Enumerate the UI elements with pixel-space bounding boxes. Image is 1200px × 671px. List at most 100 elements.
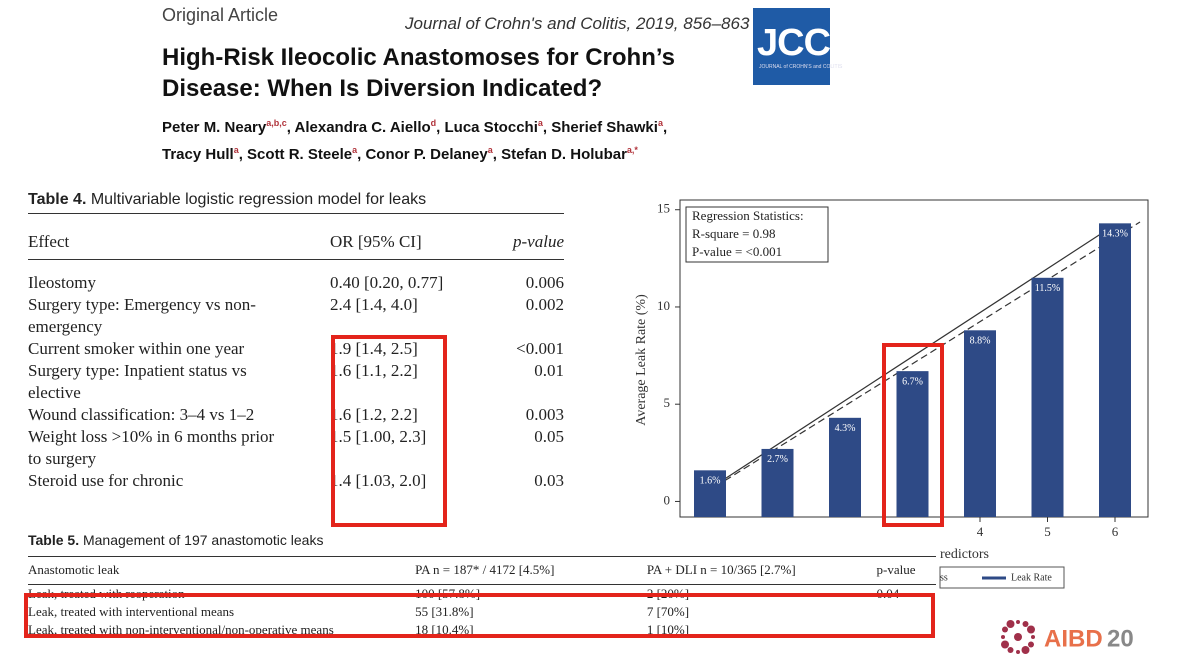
column-header: p-value	[498, 225, 564, 260]
cell: 18 [10.4%]	[415, 622, 474, 637]
caption: Management of 197 anastomotic leaks	[82, 532, 324, 548]
cell: 0.03	[534, 470, 564, 490]
cell: Surgery type: Inpatient status vs electi…	[28, 360, 247, 402]
bar	[896, 371, 929, 517]
data-label: 1.6%	[700, 476, 721, 487]
cell: Leak, treated with non-interventional/no…	[28, 622, 334, 637]
bar	[761, 448, 794, 517]
bar	[1099, 223, 1131, 518]
table-row: Surgery type: Emergency vs non-emergency…	[28, 294, 564, 338]
logo-subtext: JOURNAL of CROHN'S and COLITIS	[759, 64, 843, 70]
cell: 100 [57.8%]	[415, 586, 481, 601]
column-header: PA + DLI n = 10/365 [2.7%]	[646, 556, 877, 585]
data-label: 2.7%	[767, 454, 788, 465]
affiliation: a,*	[626, 145, 638, 155]
stats-box	[685, 206, 829, 263]
column-header: Effect	[28, 225, 330, 260]
column-header: PA n = 187* / 4172 [4.5%]	[415, 556, 647, 585]
cell: Steroid use for chronic	[28, 470, 184, 490]
stats-line: P-value = <0.001	[692, 244, 782, 259]
cell: 0.05	[534, 426, 564, 446]
cell: Weight loss >10% in 6 months prior to su…	[28, 426, 275, 468]
x-axis-label: redictors	[940, 547, 989, 562]
x-tick-label: 4	[977, 524, 984, 539]
author-name: Peter M. Neary	[162, 119, 267, 136]
table-label: Table 4.	[28, 191, 87, 208]
affiliation: a	[352, 145, 358, 155]
affiliation: d	[430, 118, 437, 128]
trend-line	[696, 221, 1141, 499]
affiliation: a	[487, 145, 493, 155]
table-row: Leak, treated with reoperation 100 [57.8%…	[28, 585, 936, 604]
cell: 7 [70%]	[646, 604, 690, 619]
table5-caption: Table 5. Management of 197 anastomotic l…	[28, 532, 323, 548]
header-row: Effect OR [95% CI] p-value	[28, 225, 564, 260]
cell: 2.4 [1.4, 4.0]	[330, 294, 418, 314]
column-header: p-value	[876, 556, 936, 585]
y-tick-label: 15	[657, 201, 670, 216]
data-label: 14.3%	[1102, 229, 1128, 240]
column-header: Anastomotic leak	[28, 556, 416, 585]
y-axis-label: Average Leak Rate (%)	[634, 294, 649, 426]
cell: Wound classification: 3–4 vs 1–2	[28, 404, 255, 424]
cell: 0.002	[525, 294, 564, 314]
table-label: Table 5.	[28, 532, 80, 548]
cell: Ileostomy	[28, 272, 96, 292]
table-row: Leak, treated with interventional means 5…	[28, 603, 936, 621]
x-tick-label: 6	[1112, 524, 1119, 539]
table-row: Leak, treated with non-interventional/no…	[28, 621, 936, 639]
cell: 0.006	[525, 272, 564, 292]
cell: 0.01	[534, 360, 564, 380]
affiliation: a	[657, 118, 663, 128]
title: High-Risk Ileocolic Anastomoses for Croh…	[162, 42, 675, 104]
x-tick-label: 5	[1044, 524, 1051, 539]
table4-caption: Table 4. Multivariable logistic regressi…	[28, 191, 426, 209]
cell: Surgery type: Emergency vs non-emergency	[28, 294, 256, 336]
cell: 2 [20%]	[646, 586, 690, 601]
table5-panel: Table 5. Management of 197 anastomotic l…	[0, 528, 936, 671]
data-label: 8.8%	[970, 336, 991, 347]
cell: <0.001	[516, 338, 564, 358]
journal: Journal of Crohn's and Colitis, 2019, 85…	[405, 14, 750, 33]
author-name: , Sherief Shawki	[542, 119, 658, 136]
bar	[694, 470, 726, 517]
bar	[1031, 277, 1064, 517]
legend-fragment: ss	[940, 572, 948, 583]
legend-label: Leak Rate	[1011, 572, 1052, 583]
title-line: High-Risk Ileocolic Anastomoses for Croh…	[162, 44, 675, 71]
affiliation: a,b,c	[266, 118, 287, 128]
stats-line: Regression Statistics:	[692, 208, 804, 223]
journal-logo: JCC JOURNAL of CROHN'S and COLITIS	[753, 8, 842, 85]
cell: Current smoker within one year	[28, 338, 245, 358]
header-row: Anastomotic leak PA n = 187* / 4172 [4.5%…	[28, 556, 936, 585]
bar	[964, 330, 996, 517]
authors: Peter M. Nearya,b,c, Alexandra C. Aiello…	[162, 112, 667, 166]
author-name: , Stefan D. Holubar	[492, 146, 627, 163]
data-label: 4.3%	[835, 423, 856, 434]
logo-text: JCC	[757, 22, 831, 64]
author-name: Tracy Hull	[162, 146, 234, 163]
author-name: , Scott R. Steele	[238, 146, 353, 163]
author-line: Tracy Hulla, Scott R. Steelea, Conor P. …	[162, 139, 667, 166]
affiliation: a	[537, 118, 543, 128]
cell: 55 [31.8%]	[415, 604, 474, 619]
cell: 0.003	[525, 404, 564, 424]
caption: Multivariable logistic regression model …	[90, 191, 427, 208]
affiliation: a	[233, 145, 239, 155]
y-tick-label: 5	[664, 395, 671, 410]
author-name: , Alexandra C. Aiello	[286, 119, 431, 136]
y-tick-label: 0	[664, 492, 671, 507]
author-line: Peter M. Nearya,b,c, Alexandra C. Aiello…	[162, 112, 667, 139]
author-name: ,	[662, 119, 668, 136]
column-header: OR [95% CI]	[330, 225, 498, 260]
cell: 0.04	[876, 586, 900, 601]
kicker: Original Article	[162, 5, 279, 25]
rule	[28, 213, 564, 214]
stats-line: R-square = 0.98	[692, 226, 776, 241]
data-label: 11.5%	[1035, 283, 1060, 294]
cell: 0.40 [0.20, 0.77]	[330, 272, 444, 292]
author-name: , Conor P. Delaney	[357, 146, 488, 163]
table-row: Ileostomy 0.40 [0.20, 0.77] 0.006	[28, 272, 564, 294]
